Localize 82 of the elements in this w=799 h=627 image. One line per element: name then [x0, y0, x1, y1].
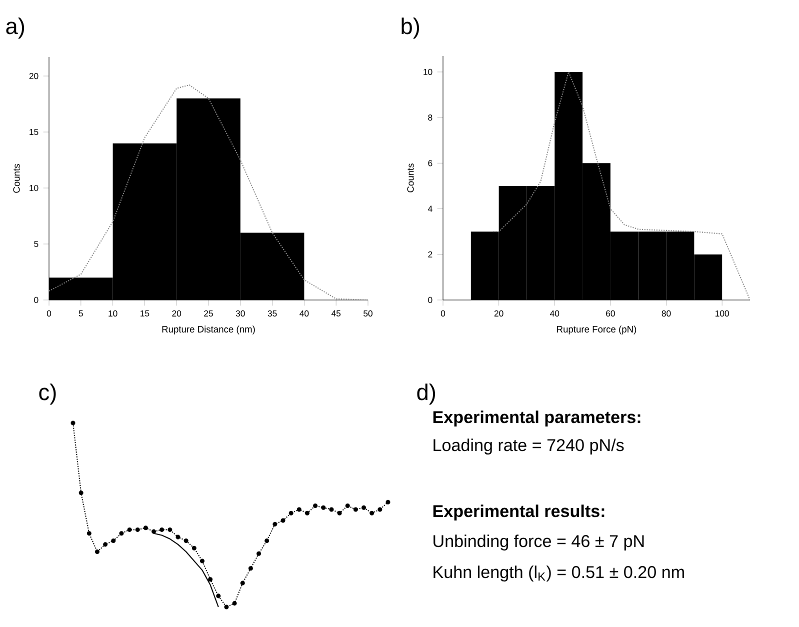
point [296, 507, 302, 512]
x-tick-label: 5 [78, 310, 83, 316]
text: Experimental results: [433, 504, 604, 521]
x-tick-label: 40 [300, 310, 309, 317]
point [280, 518, 286, 523]
point [329, 507, 334, 512]
text: Experimental parameters: [433, 410, 640, 427]
x-tick-label: 20 [172, 310, 182, 317]
point [353, 507, 358, 512]
y-tick-label: 2 [428, 251, 432, 258]
y-tick-label: 20 [29, 72, 38, 80]
y-axis-title: Counts [13, 164, 20, 193]
point [192, 546, 196, 550]
point [337, 510, 342, 516]
x-tick-label: 45 [331, 310, 341, 316]
point [135, 527, 140, 532]
y-tick-label: 15 [30, 128, 38, 136]
line-series [492, 71, 750, 300]
y-tick-label: 0 [428, 296, 432, 304]
y-tick-label: 10 [30, 184, 38, 192]
x-tick-label: 35 [268, 310, 277, 317]
chart-title: c) [39, 384, 56, 405]
point [184, 538, 188, 544]
point [152, 529, 156, 534]
x-tick-label: 20 [494, 310, 504, 317]
text: Loading rate = 7240 pN/s [434, 438, 624, 455]
point [240, 580, 245, 586]
point [313, 504, 318, 508]
text: d) [417, 384, 436, 405]
point [168, 527, 172, 532]
chart-title: b) [402, 18, 420, 39]
y-tick-label: 4 [428, 206, 432, 212]
x-tick-label: 40 [550, 310, 560, 317]
x-tick-label: 10 [108, 310, 118, 317]
x-axis-title: Rupture Force (pN) [557, 326, 636, 334]
x-tick-label: 60 [606, 310, 615, 317]
x-tick-label: 25 [204, 310, 213, 317]
point [200, 558, 205, 564]
y-tick-label: 10 [424, 68, 432, 76]
point [94, 550, 100, 554]
point [345, 504, 350, 508]
point [370, 510, 374, 516]
chart-title: a) [6, 18, 24, 39]
point [70, 420, 76, 426]
x-tick-label: 30 [236, 310, 245, 317]
x-tick-label: 80 [662, 310, 671, 317]
x-tick-label: 50 [364, 310, 372, 317]
x-tick-label: 0 [440, 310, 446, 317]
y-tick-label: 0 [34, 296, 38, 304]
point [248, 566, 253, 571]
point [127, 527, 132, 532]
x-tick-label: 0 [46, 310, 52, 317]
y-tick-label: 8 [428, 114, 432, 121]
y-tick-label: 6 [428, 160, 432, 166]
point [378, 507, 382, 512]
x-axis-title: Rupture Distance (nm) [162, 326, 255, 334]
point [143, 526, 148, 530]
point [321, 505, 326, 510]
text: Kuhn length (l$_{K}$) = 0.51 ± 0.20 nm [434, 566, 684, 582]
point [256, 551, 262, 556]
point [304, 510, 310, 516]
point [264, 538, 270, 544]
y-tick-label: 5 [34, 240, 38, 248]
point [208, 577, 213, 582]
text: Unbinding force = 46 ± 7 pN [434, 534, 644, 551]
point [232, 601, 237, 606]
point [176, 534, 180, 540]
x-tick-label: 100 [716, 310, 729, 317]
point [362, 505, 366, 510]
point [86, 531, 92, 536]
point [160, 527, 164, 532]
point [119, 531, 124, 536]
point [78, 490, 84, 496]
point [386, 500, 390, 504]
point [224, 604, 229, 610]
point [216, 594, 221, 598]
point [103, 542, 108, 547]
point [272, 522, 278, 526]
point [111, 538, 116, 544]
y-axis-title: Counts [407, 164, 414, 192]
x-tick-label: 15 [140, 310, 150, 316]
point [288, 510, 294, 516]
